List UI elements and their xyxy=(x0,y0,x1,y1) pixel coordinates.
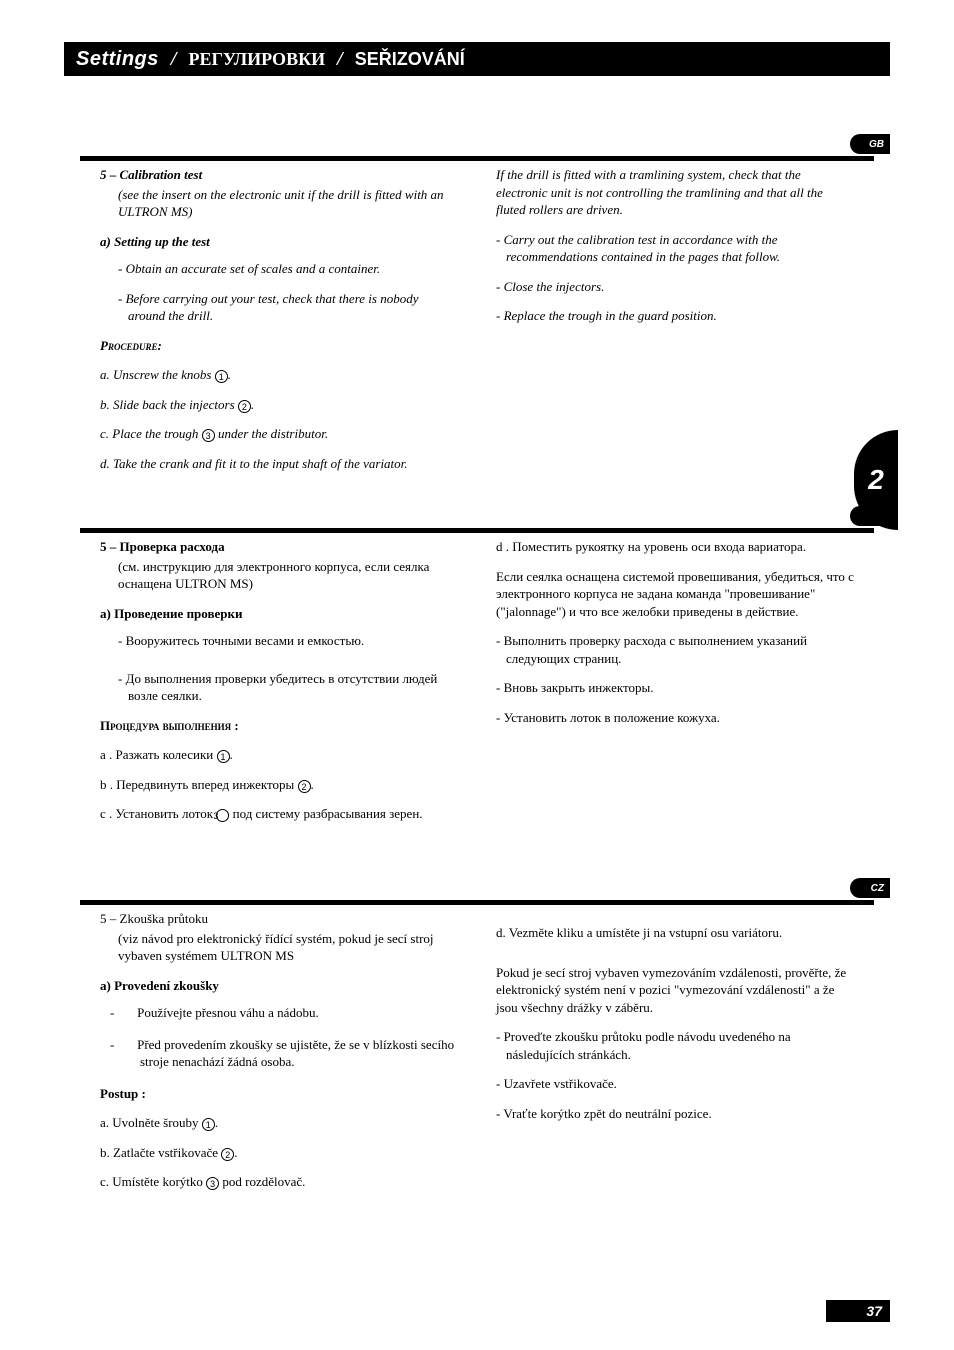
ru-title: 5 – Проверка расхода xyxy=(100,538,458,556)
gb-right-bullet-3: - Replace the trough in the guard positi… xyxy=(496,307,854,325)
ru-step-c: c . Установить лоток 3 под систему разбр… xyxy=(114,805,458,823)
cz-bullet-2: - Před provedením zkoušky se ujistěte, ž… xyxy=(140,1036,458,1071)
header-sep-1: / xyxy=(171,48,177,71)
ru-procedure-label: Процедура выполнения : xyxy=(100,717,458,735)
gb-bullet-2: - Before carrying out your test, check t… xyxy=(118,290,458,325)
ru-step-a: a . Разжать колесики 1. xyxy=(100,746,458,764)
cz-right-bullet-1: - Proveďte zkoušku průtoku podle návodu … xyxy=(496,1028,854,1063)
lang-tab-cz: CZ xyxy=(850,878,890,898)
cz-bullet-1: - Používejte přesnou váhu a nádobu. xyxy=(140,1004,458,1022)
gb-left-col: 5 – Calibration test (see the insert on … xyxy=(100,166,458,485)
gb-a-heading: a) Setting up the test xyxy=(100,233,458,251)
cz-section: 5 – Zkouška průtoku (viz návod pro elekt… xyxy=(100,910,854,1203)
cz-right-bullet-2: - Uzavřete vstřikovače. xyxy=(496,1075,854,1093)
gb-section: 5 – Calibration test (see the insert on … xyxy=(100,166,854,485)
ru-left-col: 5 – Проверка расхода (см. инструкцию для… xyxy=(100,538,458,835)
ru-bullet-2: - До выполнения проверки убедитесь в отс… xyxy=(118,670,458,705)
section-rule-gb xyxy=(80,156,874,161)
gb-title: 5 – Calibration test xyxy=(100,166,458,184)
header-title-3: SEŘIZOVÁNÍ xyxy=(355,49,465,70)
gb-step-c: c. Place the trough 3 under the distribu… xyxy=(100,425,458,443)
cz-right-bullet-3: - Vraťte korýtko zpět do neutrální pozic… xyxy=(496,1105,854,1123)
section-rule-cz xyxy=(80,900,874,905)
ru-right-bullet-3: - Установить лоток в положение кожуха. xyxy=(496,709,854,727)
header-sep-2: / xyxy=(337,48,343,71)
gb-right-bullet-1: - Carry out the calibration test in acco… xyxy=(496,231,854,266)
cz-subtitle: (viz návod pro elektronický řídící systé… xyxy=(118,930,458,965)
cz-a-heading: a) Provedení zkoušky xyxy=(100,977,458,995)
cz-procedure-label: Postup : xyxy=(100,1085,458,1103)
lang-tab-gb: GB xyxy=(850,134,890,154)
ru-subtitle: (см. инструкцию для электронного корпуса… xyxy=(118,558,458,593)
cz-right-step-d: d. Vezměte kliku a umístěte ji na vstupn… xyxy=(496,924,854,942)
cz-title: 5 – Zkouška průtoku xyxy=(100,910,458,928)
gb-right-col: If the drill is fitted with a tramlining… xyxy=(496,166,854,485)
cz-left-col: 5 – Zkouška průtoku (viz návod pro elekt… xyxy=(100,910,458,1203)
ru-right-step-d: d . Поместить рукоятку на уровень оси вх… xyxy=(518,538,854,556)
cz-right-para: Pokud je secí stroj vybaven vymezováním … xyxy=(496,964,854,1017)
gb-procedure-label: Procedure: xyxy=(100,337,458,355)
ru-bullet-1: - Вооружитесь точными весами и емкостью. xyxy=(118,632,458,650)
gb-right-bullet-2: - Close the injectors. xyxy=(496,278,854,296)
gb-subtitle: (see the insert on the electronic unit i… xyxy=(118,186,458,221)
gb-right-para: If the drill is fitted with a tramlining… xyxy=(496,166,854,219)
gb-step-d: d. Take the crank and fit it to the inpu… xyxy=(114,455,458,473)
gb-bullet-1: - Obtain an accurate set of scales and a… xyxy=(118,260,458,278)
ru-right-bullet-2: - Вновь закрыть инжекторы. xyxy=(496,679,854,697)
header-bar: Settings / РЕГУЛИРОВКИ / SEŘIZOVÁNÍ xyxy=(64,42,890,76)
ru-right-col: d . Поместить рукоятку на уровень оси вх… xyxy=(496,538,854,835)
header-title-2: РЕГУЛИРОВКИ xyxy=(188,49,325,70)
ru-step-b: b . Передвинуть вперед инжекторы 2. xyxy=(100,776,458,794)
cz-right-col: d. Vezměte kliku a umístěte ji na vstupn… xyxy=(496,910,854,1203)
cz-step-b: b. Zatlačte vstřikovače 2. xyxy=(100,1144,458,1162)
cz-step-a: a. Uvolněte šrouby 1. xyxy=(100,1114,458,1132)
ru-section: 5 – Проверка расхода (см. инструкцию для… xyxy=(100,538,854,835)
cz-step-c: c. Umístěte korýtko 3 pod rozdělovač. xyxy=(100,1173,458,1191)
gb-step-b: b. Slide back the injectors 2. xyxy=(100,396,458,414)
header-title-1: Settings xyxy=(76,48,159,71)
ru-a-heading: а) Проведение проверки xyxy=(100,605,458,623)
ru-right-para: Если сеялка оснащена системой провешиван… xyxy=(496,568,854,621)
page-number: 37 xyxy=(826,1300,890,1322)
ru-right-bullet-1: - Выполнить проверку расхода с выполнени… xyxy=(496,632,854,667)
gb-step-a: a. Unscrew the knobs 1. xyxy=(100,366,458,384)
section-rule-ru xyxy=(80,528,874,533)
